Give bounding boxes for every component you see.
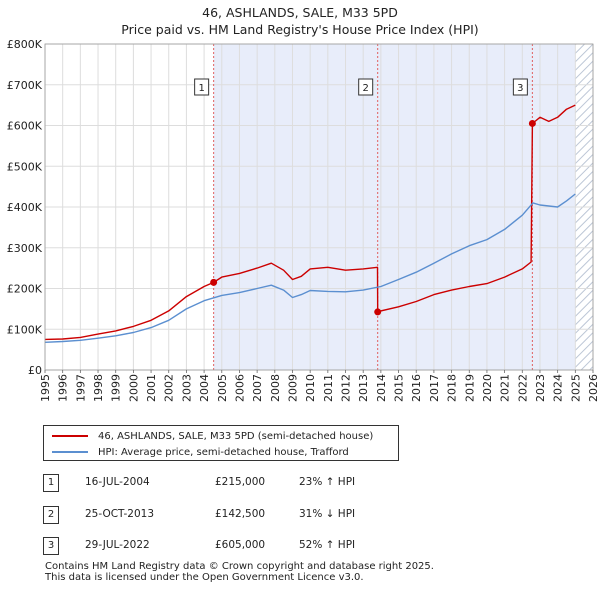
legend-swatch-property — [52, 435, 88, 437]
x-tick-label: 2005 — [216, 374, 229, 402]
transaction-date: 16-JUL-2004 — [85, 476, 150, 488]
y-tick-label: £500K — [7, 160, 43, 173]
y-tick-label: £300K — [7, 242, 43, 255]
legend-item-property: 46, ASHLANDS, SALE, M33 5PD (semi-detach… — [52, 429, 373, 443]
transaction-date: 25-OCT-2013 — [85, 508, 154, 520]
x-tick-label: 2000 — [127, 374, 140, 402]
x-tick-label: 2023 — [534, 374, 547, 402]
x-tick-label: 2004 — [198, 374, 211, 402]
x-tick-label: 2007 — [251, 374, 264, 402]
y-tick-label: £200K — [7, 283, 43, 296]
x-tick-label: 2002 — [163, 374, 176, 402]
x-tick-label: 2020 — [481, 374, 494, 402]
x-tick-label: 1999 — [110, 374, 123, 402]
x-tick-label: 2022 — [516, 374, 529, 402]
x-tick-label: 2015 — [393, 374, 406, 402]
y-tick-label: £700K — [7, 79, 43, 92]
transaction-number: 1 — [43, 474, 59, 492]
x-tick-label: 2025 — [569, 374, 582, 402]
x-tick-label: 2006 — [233, 374, 246, 402]
sale-label-box-3 — [512, 78, 528, 96]
plot-frame — [44, 43, 594, 371]
x-tick-label: 2019 — [463, 374, 476, 402]
legend: 46, ASHLANDS, SALE, M33 5PD (semi-detach… — [43, 425, 399, 461]
sale-point-2 — [374, 308, 382, 316]
x-tick-label: 2026 — [587, 374, 600, 402]
transaction-number: 2 — [43, 506, 59, 524]
chart-title: 46, ASHLANDS, SALE, M33 5PD Price paid v… — [0, 4, 600, 38]
x-tick-label: 2014 — [375, 374, 388, 402]
legend-item-hpi: HPI: Average price, semi-detached house,… — [52, 445, 349, 459]
x-tick-label: 2016 — [410, 374, 423, 402]
x-tick-label: 2013 — [357, 374, 370, 402]
sale-point-1 — [210, 278, 218, 286]
footer: Contains HM Land Registry data © Crown c… — [45, 561, 434, 583]
legend-label-property: 46, ASHLANDS, SALE, M33 5PD (semi-detach… — [98, 430, 374, 442]
legend-swatch-hpi — [52, 451, 88, 453]
x-tick-label: 2011 — [322, 374, 335, 402]
transaction-hpi-change: 23% ↑ HPI — [299, 476, 356, 488]
property-price-line — [45, 104, 576, 341]
x-tick-label: 2021 — [499, 374, 512, 402]
y-tick-label: £0 — [28, 364, 42, 377]
x-tick-label: 2010 — [304, 374, 317, 402]
sale-label-1: 1 — [198, 83, 204, 94]
sale-label-box-1 — [194, 78, 210, 96]
transaction-price: £605,000 — [215, 539, 266, 551]
x-tick-label: 2024 — [552, 374, 565, 402]
x-tick-label: 2018 — [446, 374, 459, 402]
x-tick-label: 2001 — [145, 374, 158, 402]
y-tick-label: £600K — [7, 120, 43, 133]
x-tick-label: 2003 — [180, 374, 193, 402]
x-tick-label: 2012 — [340, 374, 353, 402]
x-tick-label: 1997 — [74, 374, 87, 402]
footer-license: This data is licensed under the Open Gov… — [45, 572, 364, 583]
x-tick-label: 2009 — [286, 374, 299, 402]
price-chart: 1 2 3 £0 £100K £200K £300K £400K £500K £600K £700… — [7, 38, 600, 402]
transaction-hpi-change: 52% ↑ HPI — [299, 539, 356, 551]
title-line-2: Price paid vs. HM Land Registry's House … — [121, 22, 479, 37]
x-tick-label: 1998 — [92, 374, 105, 402]
transaction-date: 29-JUL-2022 — [85, 539, 150, 551]
footer-copyright: Contains HM Land Registry data © Crown c… — [45, 561, 434, 572]
title-line-1: 46, ASHLANDS, SALE, M33 5PD — [202, 5, 398, 20]
y-tick-label: £400K — [7, 201, 43, 214]
sale-point-3 — [528, 119, 536, 127]
x-tick-label: 2008 — [269, 374, 282, 402]
y-tick-label: £100K — [7, 323, 43, 336]
hpi-line — [45, 193, 576, 343]
sale-label-2: 2 — [363, 83, 369, 94]
sale-label-3: 3 — [517, 83, 523, 94]
legend-label-hpi: HPI: Average price, semi-detached house,… — [98, 446, 349, 458]
x-tick-label: 2017 — [428, 374, 441, 402]
transaction-number: 3 — [43, 537, 59, 555]
sale-label-box-2 — [358, 78, 374, 96]
transaction-price: £215,000 — [215, 476, 266, 488]
y-tick-label: £800K — [7, 38, 43, 51]
transaction-hpi-change: 31% ↓ HPI — [299, 508, 356, 520]
transaction-price: £142,500 — [215, 508, 266, 520]
x-tick-label: 1995 — [39, 374, 52, 402]
x-tick-label: 1996 — [57, 374, 70, 402]
